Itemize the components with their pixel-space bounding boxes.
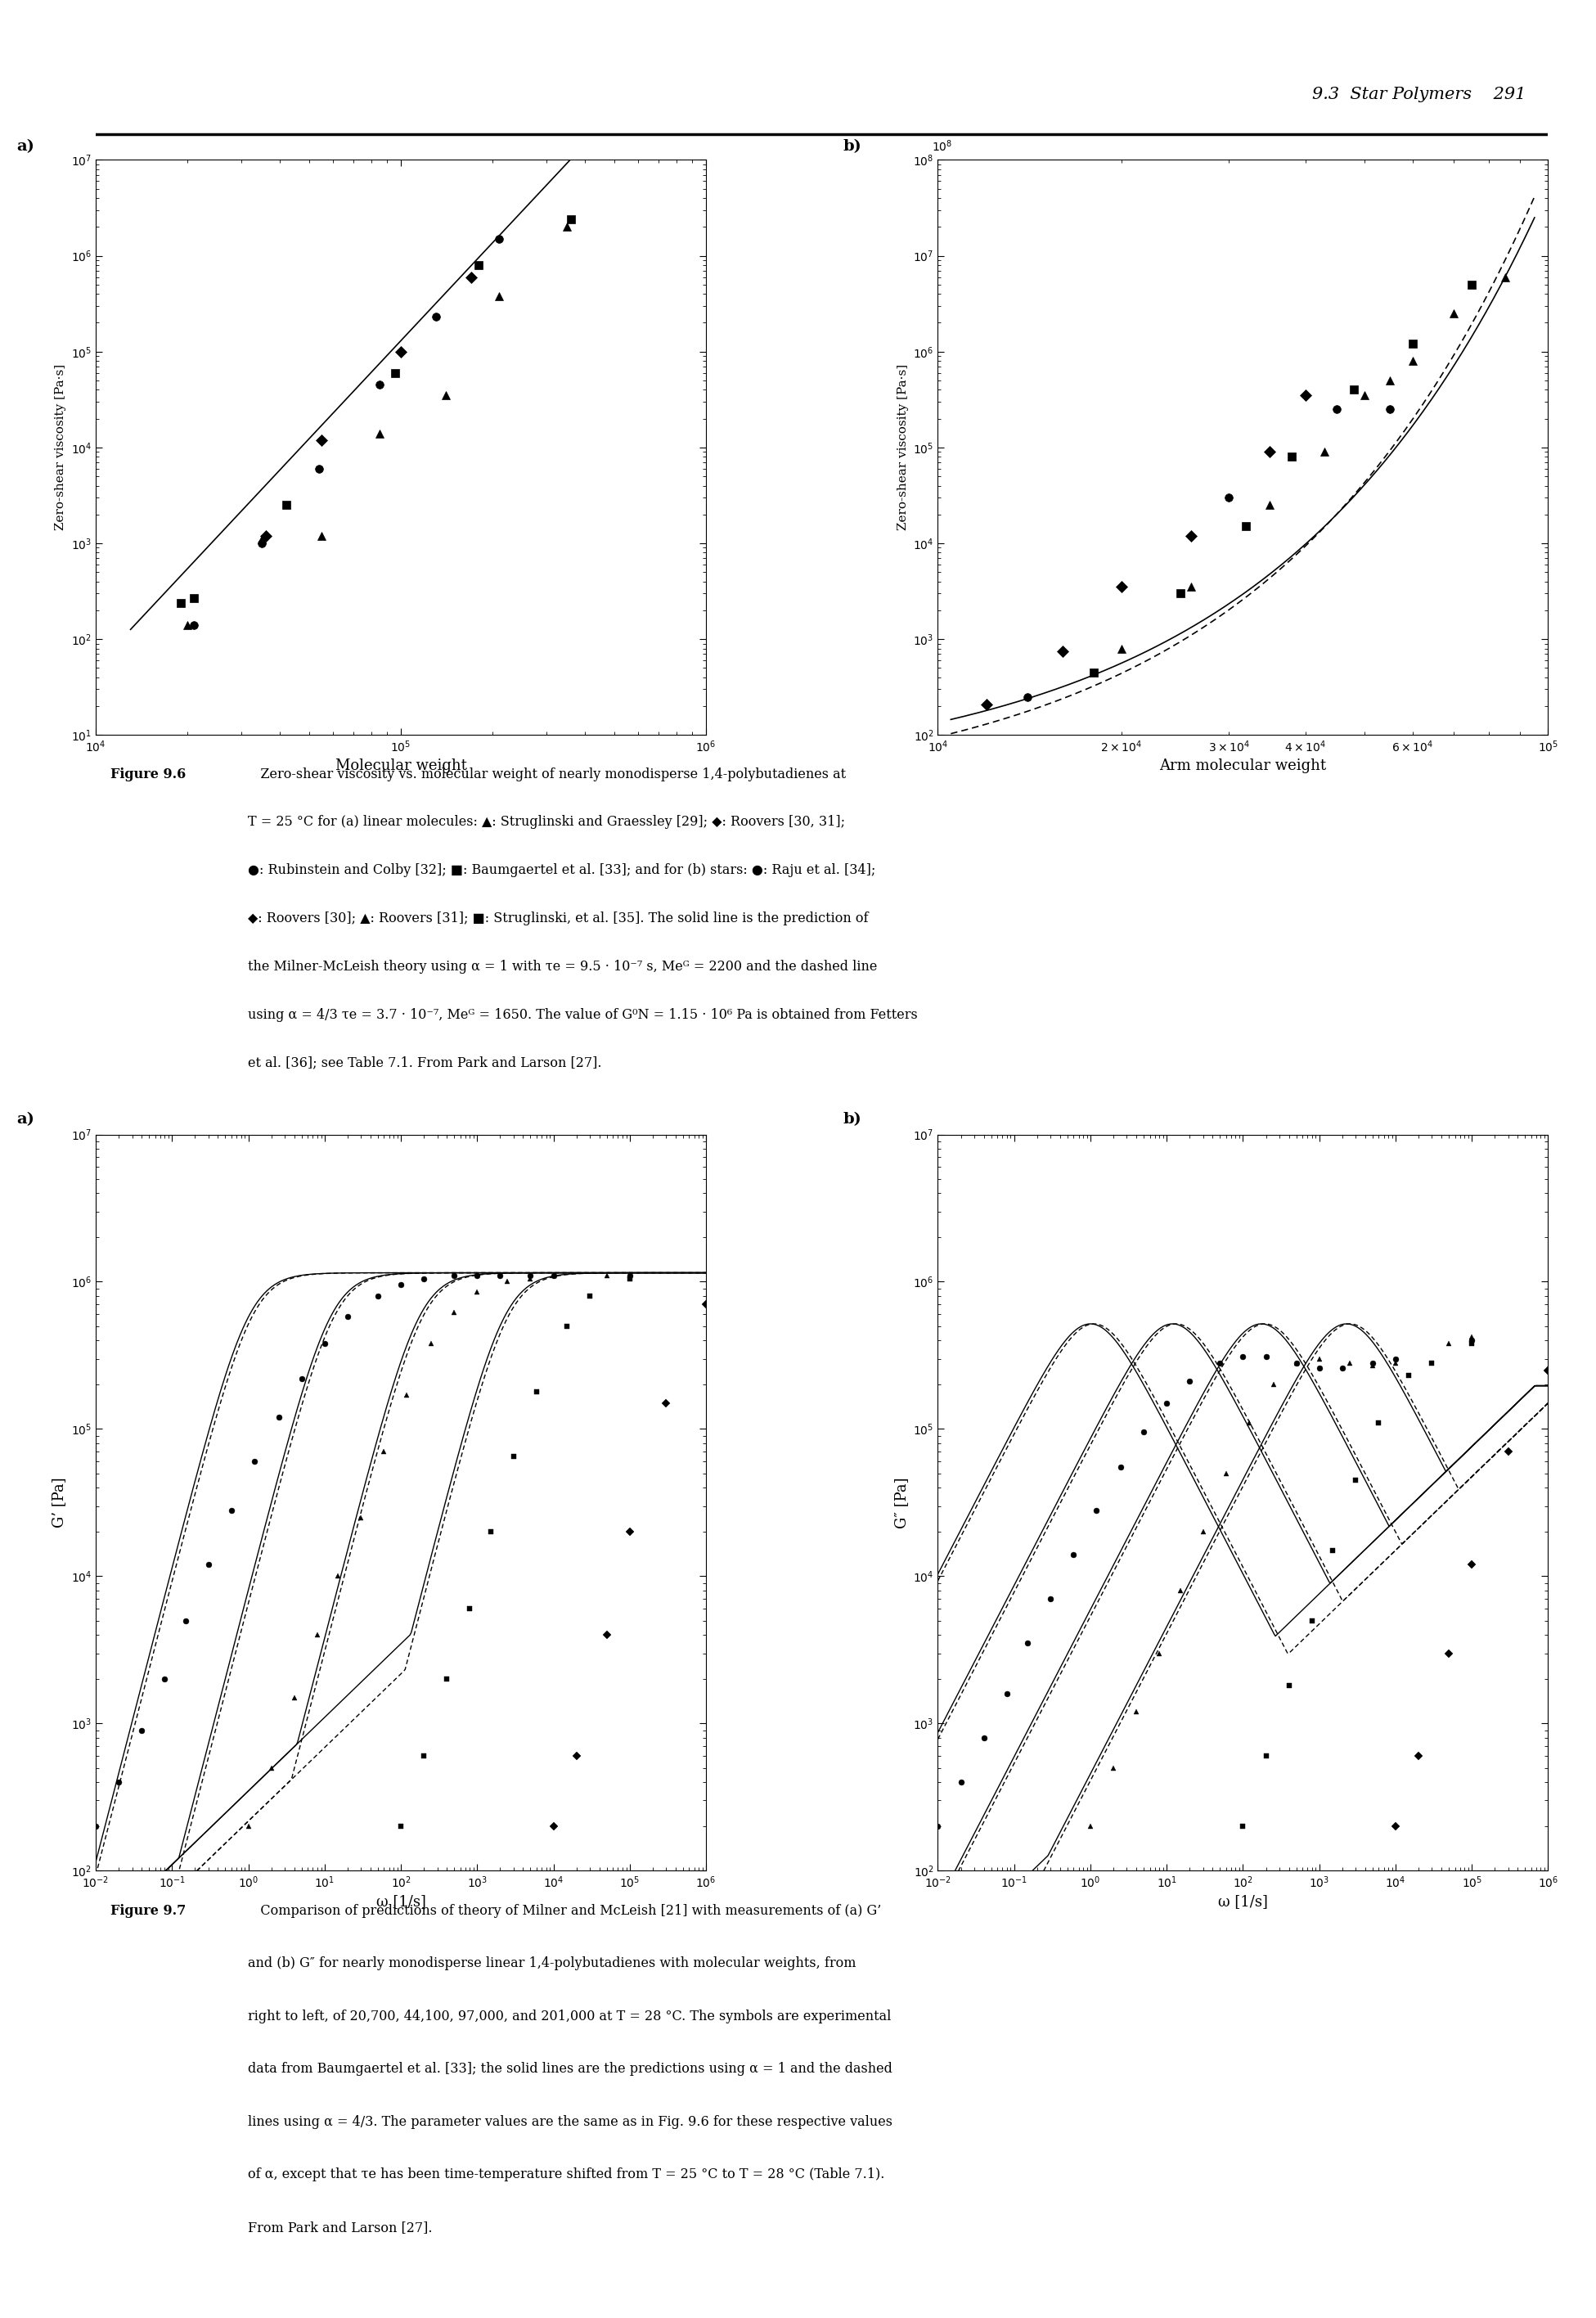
Text: b): b)	[843, 139, 862, 153]
X-axis label: ω [1/s]: ω [1/s]	[1218, 1894, 1267, 1910]
Text: Comparison of predictions of theory of Milner and McLeish [21] with measurements: Comparison of predictions of theory of M…	[249, 1903, 881, 1917]
Y-axis label: Zero-shear viscosity [Pa·s]: Zero-shear viscosity [Pa·s]	[897, 364, 908, 531]
Text: Zero-shear viscosity vs. molecular weight of nearly monodisperse 1,4-polybutadie: Zero-shear viscosity vs. molecular weigh…	[249, 767, 846, 781]
Text: From Park and Larson [27].: From Park and Larson [27].	[249, 2221, 433, 2235]
X-axis label: Arm molecular weight: Arm molecular weight	[1160, 758, 1326, 774]
Text: a): a)	[16, 139, 35, 153]
Text: 9.3  Star Polymers    291: 9.3 Star Polymers 291	[1312, 86, 1526, 102]
Text: data from Baumgaertel et al. [33]; the solid lines are the predictions using α =: data from Baumgaertel et al. [33]; the s…	[249, 2063, 892, 2077]
Text: Figure 9.6: Figure 9.6	[110, 767, 185, 781]
Y-axis label: G’ [Pa]: G’ [Pa]	[51, 1477, 67, 1528]
Text: of α, except that τe has been time-temperature shifted from T = 25 °C to T = 28 : of α, except that τe has been time-tempe…	[249, 2167, 886, 2181]
X-axis label: ω [1/s]: ω [1/s]	[377, 1894, 426, 1910]
X-axis label: Molecular weight: Molecular weight	[335, 758, 466, 774]
Text: et al. [36]; see Table 7.1. From Park and Larson [27].: et al. [36]; see Table 7.1. From Park an…	[249, 1057, 602, 1071]
Text: Figure 9.7: Figure 9.7	[110, 1903, 185, 1917]
Text: T = 25 °C for (a) linear molecules: ▲: Struglinski and Graessley [29]; ◆: Roover: T = 25 °C for (a) linear molecules: ▲: S…	[249, 816, 846, 830]
Text: ●: Rubinstein and Colby [32]; ■: Baumgaertel et al. [33]; and for (b) stars: ●: : ●: Rubinstein and Colby [32]; ■: Baumgae…	[249, 862, 876, 876]
Text: the Milner-McLeish theory using α = 1 with τe = 9.5 · 10⁻⁷ s, Meᴳ = 2200 and the: the Milner-McLeish theory using α = 1 wi…	[249, 960, 878, 974]
Text: $10^8$: $10^8$	[932, 139, 953, 153]
Text: and (b) G″ for nearly monodisperse linear 1,4-polybutadienes with molecular weig: and (b) G″ for nearly monodisperse linea…	[249, 1956, 857, 1970]
Text: b): b)	[843, 1113, 862, 1127]
Y-axis label: Zero-shear viscosity [Pa·s]: Zero-shear viscosity [Pa·s]	[54, 364, 67, 531]
Text: lines using α = 4/3. The parameter values are the same as in Fig. 9.6 for these : lines using α = 4/3. The parameter value…	[249, 2114, 892, 2128]
Text: a): a)	[16, 1113, 35, 1127]
Text: right to left, of 20,700, 44,100, 97,000, and 201,000 at T = 28 °C. The symbols : right to left, of 20,700, 44,100, 97,000…	[249, 2010, 892, 2024]
Text: ◆: Roovers [30]; ▲: Roovers [31]; ■: Struglinski, et al. [35]. The solid line is: ◆: Roovers [30]; ▲: Roovers [31]; ■: Str…	[249, 911, 868, 925]
Y-axis label: G″ [Pa]: G″ [Pa]	[894, 1477, 908, 1528]
Text: using α = 4/3 τe = 3.7 · 10⁻⁷, Meᴳ = 1650. The value of G⁰N = 1.15 · 10⁶ Pa is o: using α = 4/3 τe = 3.7 · 10⁻⁷, Meᴳ = 165…	[249, 1008, 918, 1022]
